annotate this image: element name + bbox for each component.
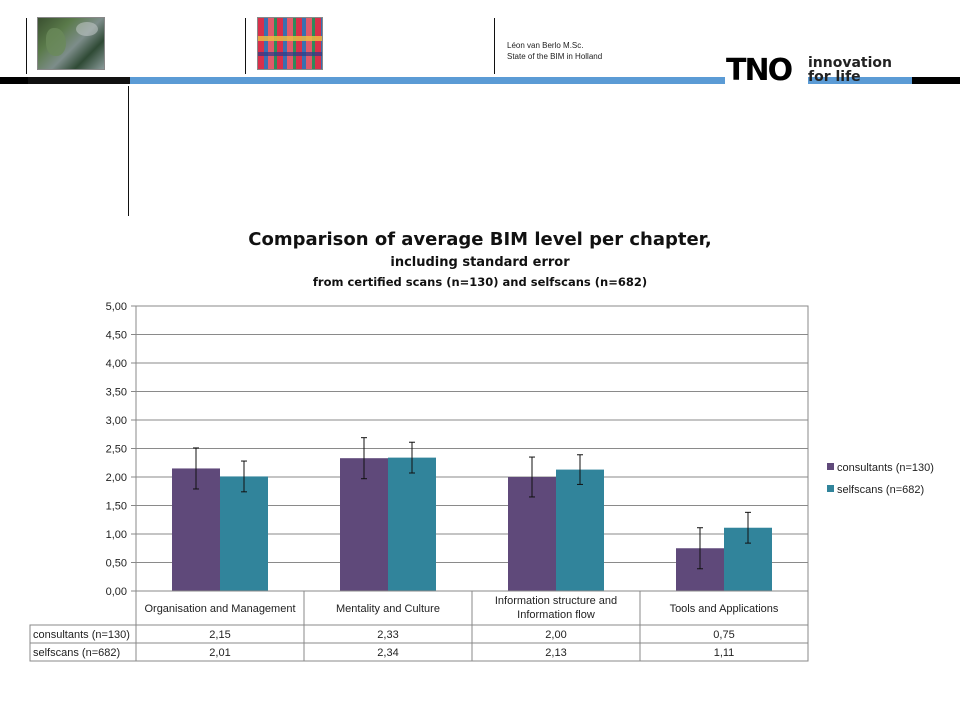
- tagline-line-1: innovation: [808, 55, 892, 71]
- satellite-map-thumbnail: [37, 17, 105, 70]
- y-tick-label: 5,00: [106, 301, 127, 313]
- header-bar-black-left: [0, 77, 28, 84]
- category-label: Mentality and Culture: [336, 603, 440, 615]
- y-tick-label: 2,00: [106, 472, 127, 484]
- category-label: Organisation and Management: [144, 603, 295, 615]
- legend-swatch: [827, 463, 834, 470]
- table-series-label: selfscans (n=682): [33, 647, 120, 659]
- y-tick-label: 3,50: [106, 387, 127, 399]
- tno-tagline: innovation for life: [808, 56, 892, 84]
- header-divider-1: [26, 18, 27, 74]
- header-divider-3: [494, 18, 495, 74]
- tno-logo: TNO: [726, 53, 793, 88]
- table-value: 0,75: [713, 629, 734, 641]
- table-value: 2,15: [209, 629, 230, 641]
- bar-selfscans: [220, 476, 268, 591]
- y-tick-label: 3,00: [106, 415, 127, 427]
- y-tick-label: 2,50: [106, 444, 127, 456]
- chart-title: Comparison of average BIM level per chap…: [248, 229, 712, 250]
- y-tick-label: 4,00: [106, 358, 127, 370]
- category-label: Tools and Applications: [670, 603, 779, 615]
- industrial-pipes-thumbnail: [257, 17, 323, 70]
- y-tick-label: 0,50: [106, 558, 127, 570]
- table-value: 2,13: [545, 647, 566, 659]
- legend-label: consultants (n=130): [837, 462, 934, 474]
- left-divider: [128, 86, 129, 216]
- header-bar-black-mid: [28, 77, 130, 84]
- bar-consultants: [340, 458, 388, 591]
- chart-subtitle-2: from certified scans (n=130) and selfsca…: [312, 275, 648, 289]
- table-series-label: consultants (n=130): [33, 629, 130, 641]
- presentation-subtitle: State of the BIM in Holland: [507, 52, 603, 61]
- table-value: 2,34: [377, 647, 398, 659]
- y-tick-label: 4,50: [106, 330, 127, 342]
- chart-subtitle: including standard error: [390, 255, 570, 270]
- category-label: Information flow: [517, 609, 595, 621]
- legend-label: selfscans (n=682): [837, 484, 924, 496]
- bar-selfscans: [388, 457, 436, 591]
- table-value: 2,01: [209, 647, 230, 659]
- y-tick-label: 1,50: [106, 501, 127, 513]
- header-bar-blue: [130, 77, 725, 84]
- tagline-line-2: for life: [808, 69, 861, 85]
- header-bar-blue-right: [808, 77, 912, 84]
- table-value: 2,00: [545, 629, 566, 641]
- header-divider-2: [245, 18, 246, 74]
- y-tick-label: 1,00: [106, 529, 127, 541]
- header-text: Léon van Berlo M.Sc. State of the BIM in…: [507, 40, 602, 62]
- header-bar-black-right: [912, 77, 960, 84]
- table-value: 2,33: [377, 629, 398, 641]
- y-tick-label: 0,00: [106, 586, 127, 598]
- category-label: Information structure and: [495, 595, 617, 607]
- table-value: 1,11: [714, 647, 735, 659]
- author-name: Léon van Berlo M.Sc.: [507, 41, 584, 50]
- bar-selfscans: [556, 469, 604, 591]
- legend-swatch: [827, 485, 834, 492]
